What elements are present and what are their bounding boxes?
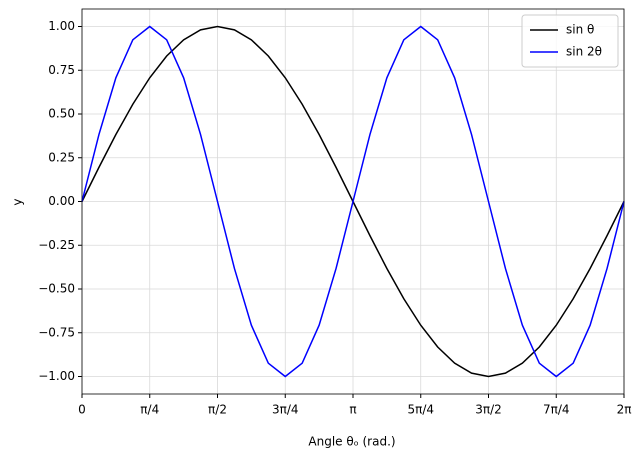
y-tick-label: 0.00 [48,194,75,208]
y-tick-label: 0.50 [48,107,75,121]
y-tick-label: −0.75 [38,325,75,339]
x-tick-label: 5π/4 [407,403,434,417]
plot-frame [81,8,625,395]
legend-box [521,14,619,68]
y-tick-label: 0.75 [48,63,75,77]
x-tick-label: 0 [78,403,86,417]
x-tick-label: 7π/4 [543,403,570,417]
y-axis-label: y [11,198,25,205]
x-tick-label: π [349,403,356,417]
line-series [81,25,625,378]
x-axis-label: Angle θₒ (rad.) [308,435,395,449]
y-tick-label: −0.25 [38,238,75,252]
legend-label: sin θ [566,23,594,37]
x-tick-label: 3π/4 [272,403,299,417]
x-tick-label: 3π/2 [475,403,502,417]
y-tick-label: −1.00 [38,369,75,383]
y-tick-label: −0.50 [38,282,75,296]
y-tick-label: 1.00 [48,19,75,33]
y-tick-label: 0.25 [48,150,75,164]
x-tick-label: π/2 [208,403,227,417]
x-tick-label: 2π [617,403,632,417]
legend-label: sin 2θ [566,45,602,59]
x-tick-label: π/4 [140,403,159,417]
